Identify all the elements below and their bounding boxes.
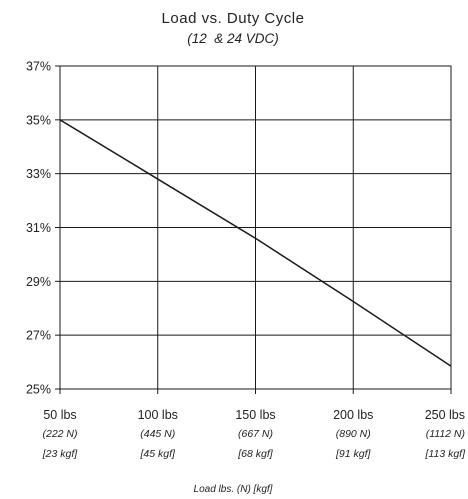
x-axis-label: Load lbs. (N) [kgf] <box>194 484 273 495</box>
x-tick-label-kgf: [45 kgf] <box>140 448 177 460</box>
chart-subtitle: (12 & 24 VDC) <box>187 31 279 46</box>
duty-cycle-series-line <box>59 119 452 367</box>
y-tick-label: 29% <box>26 275 51 289</box>
x-tick-label-lbs: 250 lbs <box>425 408 465 422</box>
grid-lines <box>55 65 452 394</box>
y-tick-label: 27% <box>26 329 51 343</box>
y-tick-label: 25% <box>26 383 51 397</box>
plot-area-frame <box>59 65 452 390</box>
x-tick-label-lbs: 50 lbs <box>43 408 76 422</box>
x-tick-label-kgf: [68 kgf] <box>237 448 274 460</box>
x-tick-label-kgf: [23 kgf] <box>42 448 79 460</box>
chart-title: Load vs. Duty Cycle <box>162 10 305 27</box>
x-tick-label-newtons: (890 N) <box>336 428 371 440</box>
y-tick-label: 37% <box>26 60 51 74</box>
x-tick-label-newtons: (667 N) <box>238 428 273 440</box>
y-tick-label: 33% <box>26 167 51 181</box>
y-axis-ticks: 37% 35% 33% 31% 29% 27% 25% <box>26 60 51 397</box>
x-tick-label-newtons: (1112 N) <box>426 428 465 440</box>
x-tick-label-lbs: 100 lbs <box>138 408 178 422</box>
series-layer <box>59 119 452 367</box>
y-tick-label: 35% <box>26 113 51 127</box>
x-axis-ticks: 50 lbs (222 N) [23 kgf] 100 lbs (445 N) [45 k… <box>42 408 466 460</box>
x-tick-label-kgf: [113 kgf] <box>425 448 467 460</box>
x-tick-label-newtons: (222 N) <box>42 428 77 440</box>
x-tick-label-kgf: [91 kgf] <box>335 448 372 460</box>
x-tick-label-newtons: (445 N) <box>140 428 175 440</box>
x-tick-label-lbs: 150 lbs <box>235 408 275 422</box>
y-tick-label: 31% <box>26 221 51 235</box>
x-tick-label-lbs: 200 lbs <box>333 408 373 422</box>
